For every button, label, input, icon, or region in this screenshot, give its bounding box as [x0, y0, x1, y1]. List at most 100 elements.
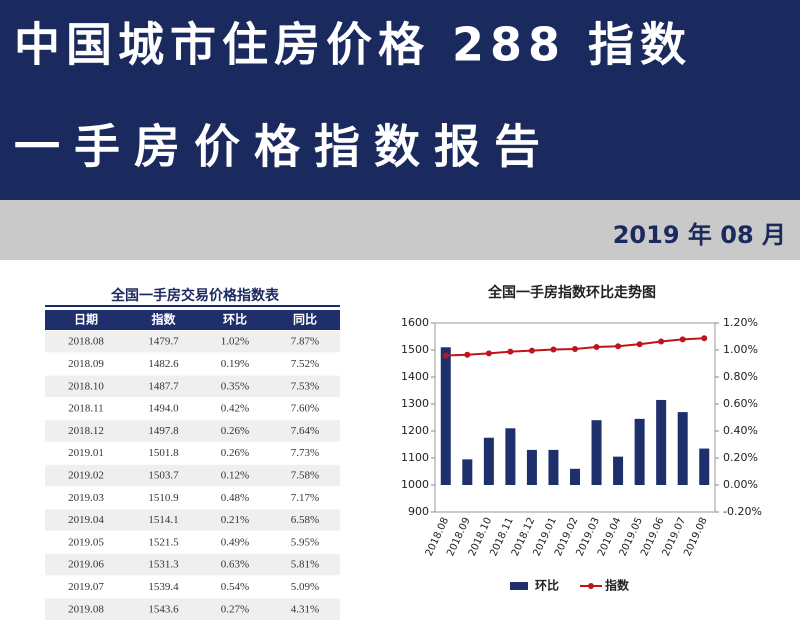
header-title: 中国城市住房价格 288 指数 — [14, 18, 692, 72]
table-header-row — [45, 310, 340, 330]
bar — [570, 468, 580, 485]
table-cell: 1539.4 — [148, 581, 179, 593]
table-cell: 0.48% — [221, 492, 249, 504]
table-row — [45, 331, 340, 353]
y-tick-label: 1300 — [401, 397, 429, 410]
line-marker — [528, 347, 535, 354]
column-header: 同比 — [293, 312, 317, 327]
table: 日期 指数 环比 同比 2018.08 1479.7 1.02% 7.87% 2018.09 14… — [45, 305, 340, 620]
table-row — [45, 375, 340, 397]
table-cell: 7.64% — [291, 425, 319, 437]
table-cell: 0.63% — [221, 559, 249, 571]
line-marker — [701, 335, 708, 342]
line-marker — [464, 351, 471, 358]
table-cell: 0.42% — [221, 403, 249, 415]
table-row — [45, 576, 340, 598]
table-cell: 2018.12 — [68, 425, 104, 437]
table-cell: 5.95% — [291, 536, 319, 548]
table-cell: 7.87% — [291, 336, 319, 348]
bar — [462, 459, 473, 485]
table-cell: 0.26% — [221, 447, 249, 459]
table-cell: 2019.07 — [68, 581, 104, 593]
table-cell: 2019.01 — [68, 447, 104, 459]
y-tick-label: 1500 — [401, 343, 429, 356]
column-header: 环比 — [223, 312, 247, 327]
column-header: 日期 — [74, 312, 98, 327]
table-cell: 1501.8 — [148, 447, 179, 459]
table-cell: 0.19% — [221, 358, 249, 370]
line-marker — [485, 350, 492, 357]
legend-label: 环比 — [535, 578, 559, 593]
y-tick-label: 1600 — [401, 316, 429, 329]
y-tick-label: 1100 — [401, 451, 429, 464]
bar — [677, 412, 688, 485]
table-cell: 0.49% — [221, 536, 249, 548]
table-cell: 2018.09 — [68, 358, 104, 370]
y2-tick-label: 0.20% — [723, 451, 758, 464]
report-date: 2019 年 08 月 — [613, 221, 786, 249]
bar — [699, 448, 710, 485]
table-cell: 7.17% — [291, 492, 319, 504]
table-row — [45, 353, 340, 375]
banner — [0, 0, 800, 200]
table-cell: 1510.9 — [148, 492, 179, 504]
table-cell: 0.54% — [221, 581, 249, 593]
y2-tick-label: 1.20% — [723, 316, 758, 329]
table-cell: 1531.3 — [148, 559, 179, 571]
y-tick-label: 900 — [408, 505, 429, 518]
plot-area — [434, 322, 716, 513]
chart: 900 1000 1100 1200 1300 1400 1500 1600 -0.20% 0.0… — [401, 316, 762, 593]
table-cell: 1479.7 — [148, 336, 179, 348]
bar — [613, 456, 624, 485]
line-marker — [507, 348, 514, 355]
table-row — [45, 554, 340, 576]
table-cell: 1.02% — [221, 336, 249, 348]
table-cell: 1497.8 — [148, 425, 179, 437]
table-row — [45, 509, 340, 531]
table-row — [45, 464, 340, 487]
table-cell: 2018.11 — [68, 403, 103, 415]
y-tick-label: 1200 — [401, 424, 429, 437]
date-band — [0, 200, 800, 260]
table-cell: 2019.06 — [68, 559, 104, 571]
table-cell: 7.73% — [291, 447, 319, 459]
table-cell: 5.09% — [291, 581, 319, 593]
y2-tick-label: 0.00% — [723, 478, 758, 491]
y2-tick-label: -0.20% — [723, 505, 762, 518]
table-row — [45, 487, 340, 509]
line-marker — [679, 336, 686, 343]
table-cell: 1487.7 — [148, 380, 179, 392]
table-cell: 2019.04 — [68, 514, 104, 526]
table-cell: 2019.08 — [68, 603, 104, 615]
y-tick-label: 1000 — [401, 478, 429, 491]
bar — [634, 418, 645, 485]
bar — [526, 449, 537, 485]
table-cell: 1503.7 — [148, 469, 179, 481]
bar — [591, 420, 602, 485]
table-cell: 1543.6 — [148, 603, 179, 615]
y-tick-label: 1400 — [401, 370, 429, 383]
y2-tick-label: 0.60% — [723, 397, 758, 410]
table-cell: 4.31% — [291, 603, 319, 615]
chart-title: 全国一手房指数环比走势图 — [487, 284, 656, 301]
table-cell: 0.27% — [221, 603, 249, 615]
table-cell: 7.53% — [291, 380, 319, 392]
table-cell: 7.60% — [291, 403, 319, 415]
table-cell: 5.81% — [291, 559, 319, 571]
y2-tick-label: 0.80% — [723, 370, 758, 383]
y2-tick-label: 1.00% — [723, 343, 758, 356]
table-cell: 1521.5 — [148, 536, 179, 548]
bar — [656, 399, 667, 485]
table-cell: 6.58% — [291, 514, 319, 526]
line-marker — [442, 352, 449, 359]
table-cell: 0.21% — [221, 514, 249, 526]
table-row — [45, 598, 340, 620]
table-cell: 7.58% — [291, 469, 319, 481]
table-cell: 2019.03 — [68, 492, 104, 504]
table-row — [45, 442, 340, 464]
table-row — [45, 420, 340, 442]
table-row — [45, 531, 340, 553]
bar — [505, 428, 516, 485]
